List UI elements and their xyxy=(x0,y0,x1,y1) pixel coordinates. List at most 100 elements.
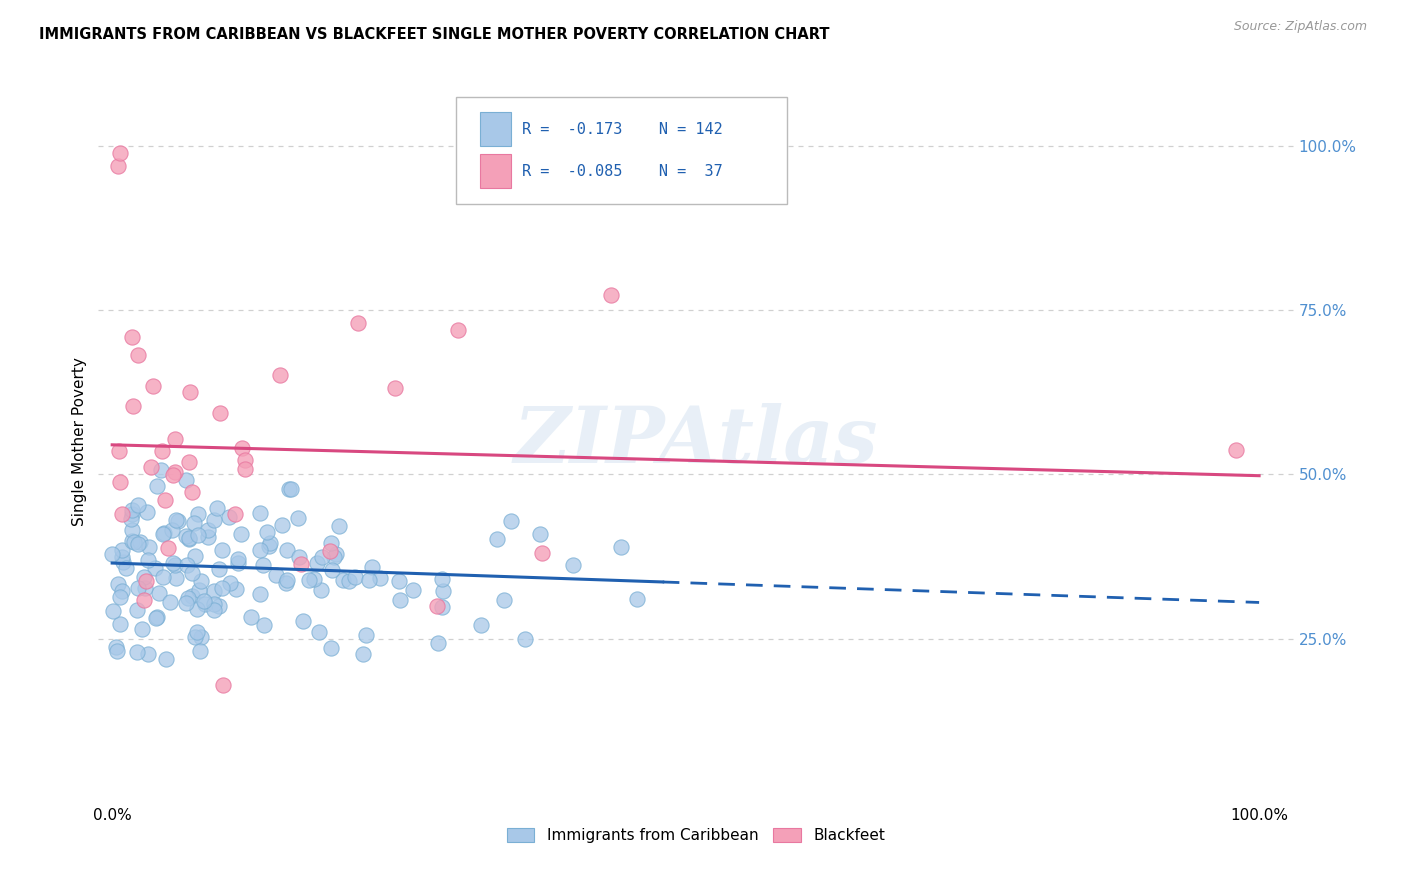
Immigrants from Caribbean xyxy=(323,549,346,564)
Immigrants from Caribbean xyxy=(228,557,250,571)
Immigrants from Caribbean xyxy=(211,582,233,596)
Immigrants from Caribbean xyxy=(352,647,374,661)
Immigrants from Caribbean xyxy=(112,556,135,570)
Immigrants from Caribbean xyxy=(292,614,315,628)
Text: IMMIGRANTS FROM CARIBBEAN VS BLACKFEET SINGLE MOTHER POVERTY CORRELATION CHART: IMMIGRANTS FROM CARIBBEAN VS BLACKFEET S… xyxy=(39,27,830,42)
Immigrants from Caribbean xyxy=(187,527,209,541)
Blackfeet xyxy=(163,432,186,446)
Immigrants from Caribbean xyxy=(167,514,190,528)
Immigrants from Caribbean xyxy=(321,563,343,577)
Immigrants from Caribbean xyxy=(136,553,159,567)
Immigrants from Caribbean xyxy=(145,479,167,493)
Immigrants from Caribbean xyxy=(343,570,366,584)
Immigrants from Caribbean xyxy=(626,592,648,607)
Immigrants from Caribbean xyxy=(513,632,536,646)
Blackfeet xyxy=(179,384,201,399)
Immigrants from Caribbean xyxy=(184,631,207,645)
Blackfeet xyxy=(319,543,342,558)
Immigrants from Caribbean xyxy=(125,603,148,617)
Y-axis label: Single Mother Poverty: Single Mother Poverty xyxy=(72,357,87,526)
Blackfeet xyxy=(600,287,623,301)
Immigrants from Caribbean xyxy=(529,526,551,541)
Immigrants from Caribbean xyxy=(108,591,131,605)
Immigrants from Caribbean xyxy=(121,507,143,521)
Blackfeet xyxy=(107,159,129,173)
Immigrants from Caribbean xyxy=(219,576,242,591)
Immigrants from Caribbean xyxy=(138,540,160,554)
Immigrants from Caribbean xyxy=(325,547,347,561)
Blackfeet xyxy=(269,368,291,382)
Blackfeet xyxy=(153,493,176,508)
Immigrants from Caribbean xyxy=(193,593,215,607)
Blackfeet xyxy=(347,316,370,330)
Text: R =  -0.085    N =  37: R = -0.085 N = 37 xyxy=(522,164,723,178)
Immigrants from Caribbean xyxy=(276,573,298,587)
Immigrants from Caribbean xyxy=(208,562,231,576)
Blackfeet xyxy=(142,379,165,393)
Blackfeet xyxy=(121,329,143,343)
Blackfeet xyxy=(132,592,155,607)
Immigrants from Caribbean xyxy=(280,482,302,496)
Blackfeet xyxy=(108,443,131,458)
Immigrants from Caribbean xyxy=(337,574,360,589)
Immigrants from Caribbean xyxy=(298,574,321,588)
Immigrants from Caribbean xyxy=(308,624,330,639)
Blackfeet xyxy=(181,484,204,499)
Blackfeet xyxy=(179,455,201,469)
Immigrants from Caribbean xyxy=(202,584,225,599)
Immigrants from Caribbean xyxy=(492,593,515,607)
Immigrants from Caribbean xyxy=(165,513,187,527)
Blackfeet xyxy=(163,465,186,479)
Blackfeet xyxy=(110,475,132,490)
Immigrants from Caribbean xyxy=(287,549,309,564)
Immigrants from Caribbean xyxy=(609,540,631,554)
Immigrants from Caribbean xyxy=(188,582,211,597)
Immigrants from Caribbean xyxy=(190,574,212,588)
Immigrants from Caribbean xyxy=(162,557,184,571)
Immigrants from Caribbean xyxy=(127,498,149,512)
Immigrants from Caribbean xyxy=(229,527,252,541)
Immigrants from Caribbean xyxy=(132,570,155,584)
Immigrants from Caribbean xyxy=(181,566,204,581)
Immigrants from Caribbean xyxy=(174,473,197,487)
Immigrants from Caribbean xyxy=(486,532,509,546)
Immigrants from Caribbean xyxy=(321,536,343,550)
Immigrants from Caribbean xyxy=(249,587,271,601)
Blackfeet xyxy=(224,508,246,522)
Immigrants from Caribbean xyxy=(197,530,219,544)
Immigrants from Caribbean xyxy=(160,523,183,537)
Immigrants from Caribbean xyxy=(183,516,205,530)
Immigrants from Caribbean xyxy=(276,543,298,558)
Immigrants from Caribbean xyxy=(360,559,382,574)
Immigrants from Caribbean xyxy=(202,597,225,611)
Immigrants from Caribbean xyxy=(202,513,225,527)
Immigrants from Caribbean xyxy=(174,596,197,610)
Immigrants from Caribbean xyxy=(207,599,229,613)
Immigrants from Caribbean xyxy=(249,542,271,557)
Blackfeet xyxy=(208,406,231,420)
Immigrants from Caribbean xyxy=(152,527,174,541)
Immigrants from Caribbean xyxy=(278,482,301,496)
Immigrants from Caribbean xyxy=(159,595,181,609)
Immigrants from Caribbean xyxy=(134,581,156,595)
Immigrants from Caribbean xyxy=(136,505,159,519)
Immigrants from Caribbean xyxy=(111,583,134,598)
Immigrants from Caribbean xyxy=(184,549,207,564)
Immigrants from Caribbean xyxy=(359,574,381,588)
Immigrants from Caribbean xyxy=(152,569,174,583)
Blackfeet xyxy=(211,677,233,691)
Immigrants from Caribbean xyxy=(432,584,454,599)
Immigrants from Caribbean xyxy=(110,543,132,558)
Immigrants from Caribbean xyxy=(186,601,208,615)
Immigrants from Caribbean xyxy=(145,611,167,625)
Immigrants from Caribbean xyxy=(256,525,278,540)
Blackfeet xyxy=(156,541,179,556)
Immigrants from Caribbean xyxy=(218,509,240,524)
Legend: Immigrants from Caribbean, Blackfeet: Immigrants from Caribbean, Blackfeet xyxy=(501,822,891,849)
Immigrants from Caribbean xyxy=(127,581,149,595)
Immigrants from Caribbean xyxy=(328,519,350,533)
Immigrants from Caribbean xyxy=(128,535,150,549)
Immigrants from Caribbean xyxy=(155,652,177,666)
Immigrants from Caribbean xyxy=(153,525,176,540)
Blackfeet xyxy=(111,508,134,522)
